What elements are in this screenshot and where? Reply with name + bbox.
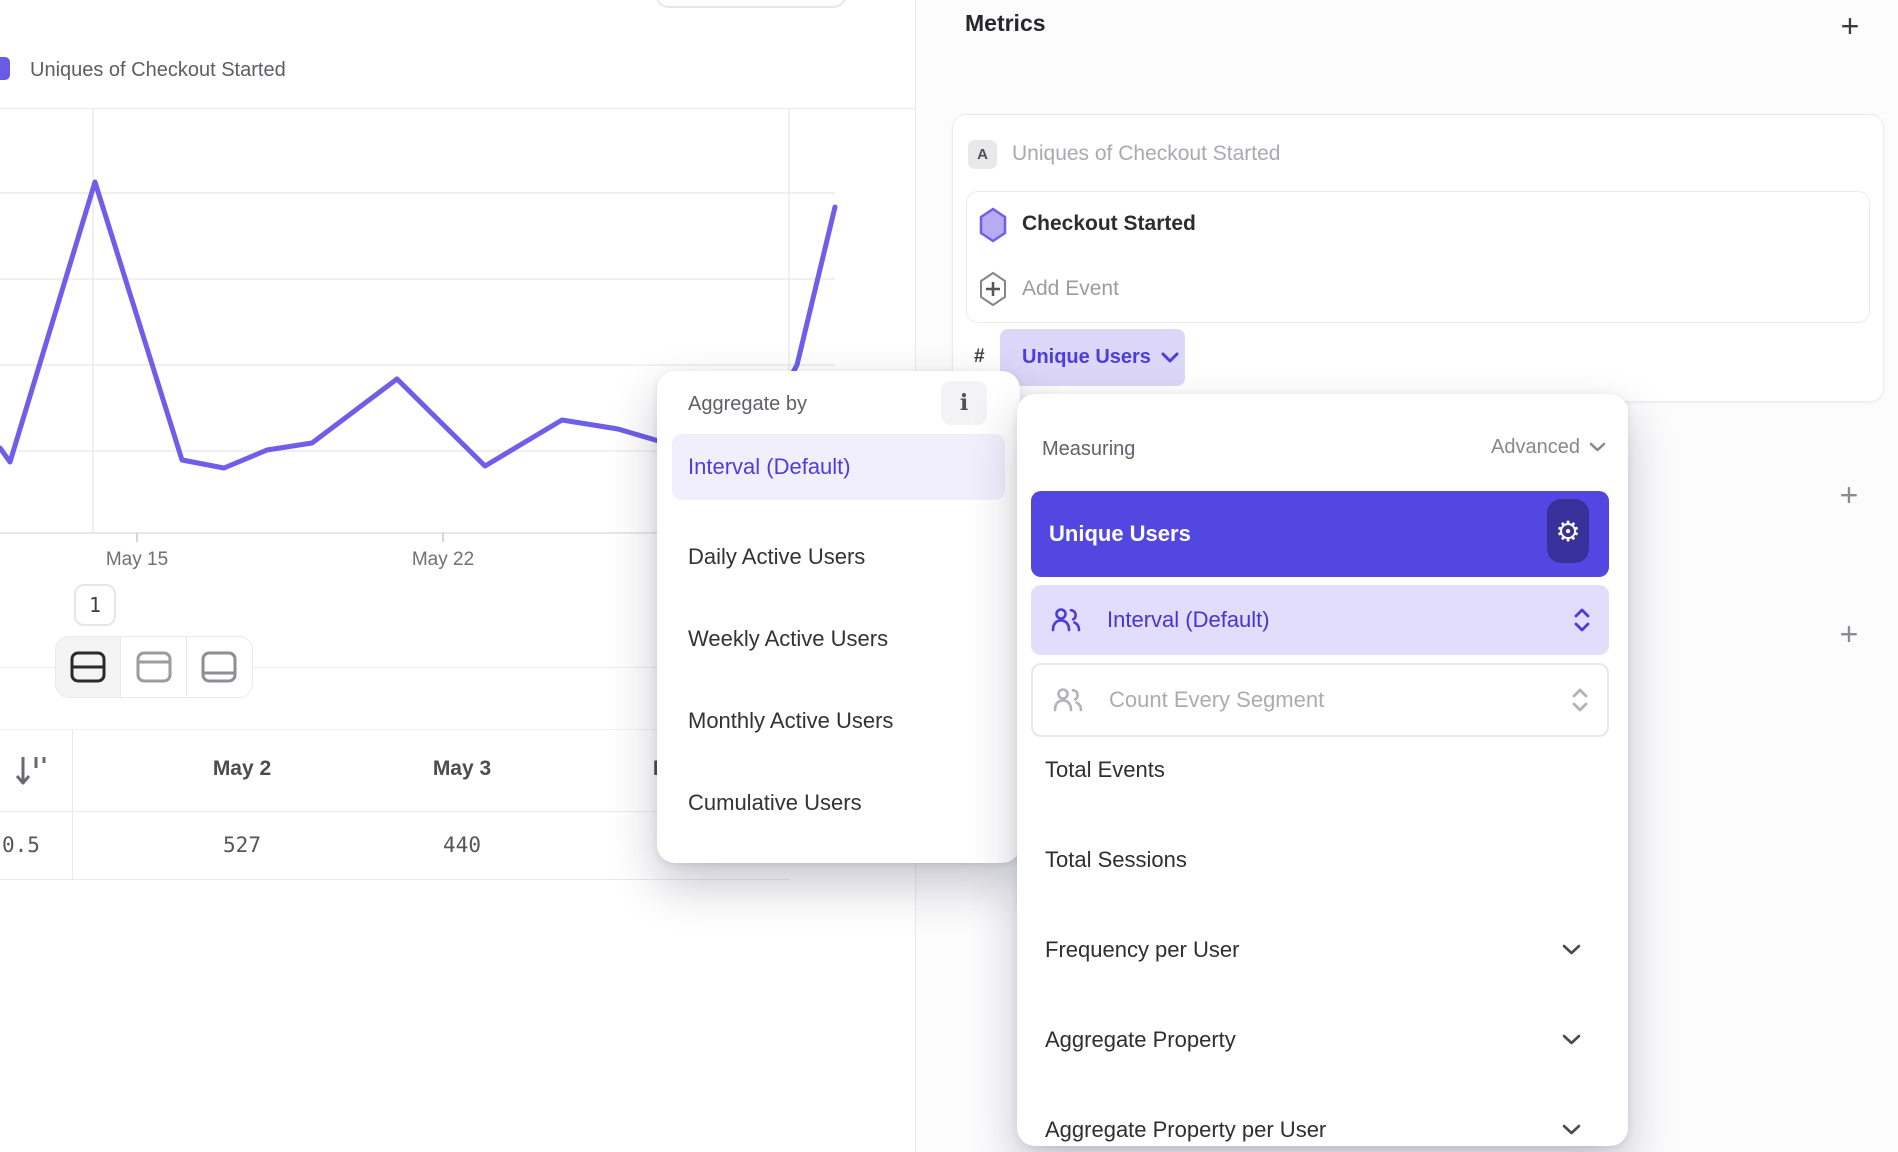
table-column-divider (72, 730, 73, 879)
event-hexagon-icon (979, 207, 1007, 243)
info-icon[interactable]: i (941, 381, 987, 425)
section-divider (0, 667, 55, 668)
add-filter-button[interactable]: + (1839, 477, 1859, 513)
event-box (966, 191, 1870, 323)
interval-dropdown-label: Interval (Default) (1107, 607, 1270, 632)
table-column-header[interactable]: May 2 (212, 757, 272, 780)
chevron-down-icon (1589, 442, 1606, 452)
event-name[interactable]: Checkout Started (1022, 212, 1196, 235)
measuring-popup: Measuring Advanced Unique Users ⚙ Interv… (1017, 394, 1628, 1146)
chevron-down-icon (1562, 1124, 1581, 1135)
legend-series-label: Uniques of Checkout Started (30, 59, 286, 81)
table-border (0, 879, 790, 880)
add-event-hexagon-icon (980, 271, 1006, 307)
table-cell-value: 527 (223, 833, 261, 857)
unfold-icon (1574, 608, 1590, 632)
x-axis-label: May 22 (411, 549, 475, 570)
split-view-icon (70, 651, 106, 683)
chevron-down-icon (1161, 352, 1179, 362)
gear-icon[interactable]: ⚙ (1547, 499, 1589, 563)
measuring-option-label: Frequency per User (1045, 937, 1240, 962)
chevron-down-icon (1562, 944, 1581, 955)
aggregate-by-popup: Aggregate by i Interval (Default) Daily … (657, 371, 1020, 863)
measuring-option-total-sessions[interactable]: Total Sessions (1045, 815, 1605, 905)
aggregate-option-interval-default[interactable]: Interval (Default) (672, 434, 1005, 500)
advanced-dropdown[interactable]: Advanced (1491, 436, 1606, 459)
count-every-segment-label: Count Every Segment (1109, 687, 1325, 712)
measuring-option-total-events[interactable]: Total Events (1045, 725, 1605, 815)
measuring-option-label: Aggregate Property (1045, 1027, 1236, 1052)
measuring-label: Measuring (1042, 438, 1136, 460)
aggregate-option-cumulative-users[interactable]: Cumulative Users (688, 790, 862, 815)
layout-table-top-button[interactable] (121, 637, 187, 697)
count-every-segment-dropdown[interactable]: Count Every Segment (1031, 663, 1609, 737)
measure-dropdown[interactable]: Unique Users (1000, 329, 1185, 386)
section-divider (253, 667, 803, 668)
table-border (0, 811, 790, 812)
measuring-option-aggregate-property[interactable]: Aggregate Property (1045, 995, 1605, 1085)
measuring-option-label: Total Sessions (1045, 847, 1187, 872)
metrics-panel-title: Metrics (965, 10, 1046, 36)
chart-container-border (0, 108, 915, 109)
metric-card-title[interactable]: Uniques of Checkout Started (1012, 142, 1281, 165)
aggregate-option-monthly-active-users[interactable]: Monthly Active Users (688, 708, 894, 733)
sort-rows-icon[interactable] (14, 752, 50, 790)
advanced-dropdown-label: Advanced (1491, 436, 1580, 458)
measuring-option-frequency-per-user[interactable]: Frequency per User (1045, 905, 1605, 995)
measuring-options-list: Total Events Total Sessions Frequency per … (1045, 725, 1605, 1152)
table-row-label: 0.5 (2, 833, 40, 857)
legend-series-swatch (0, 57, 10, 80)
table-border (0, 729, 790, 730)
aggregation-interval-dropdown[interactable]: Interval (Default) (1031, 585, 1609, 655)
aggregate-by-title: Aggregate by (688, 393, 807, 415)
chevron-down-icon (1562, 1034, 1581, 1045)
unique-users-label: Unique Users (1049, 521, 1191, 546)
measuring-option-aggregate-property-per-user[interactable]: Aggregate Property per User (1045, 1085, 1605, 1152)
measuring-option-unique-users-selected[interactable]: Unique Users ⚙ (1031, 491, 1609, 577)
cropped-toolbar-button[interactable] (655, 0, 847, 8)
table-column-header[interactable]: May 3 (432, 757, 492, 780)
table-bottom-icon (201, 651, 237, 683)
aggregate-option-daily-active-users[interactable]: Daily Active Users (688, 544, 866, 569)
x-axis-label: May 15 (105, 549, 169, 570)
users-icon (1053, 688, 1083, 712)
chart-table-layout-toggle (55, 636, 253, 698)
users-icon (1051, 608, 1081, 632)
layout-table-bottom-button[interactable] (186, 637, 252, 697)
aggregate-options-list: Daily Active Users Weekly Active Users Mon… (688, 516, 988, 844)
aggregate-option-weekly-active-users[interactable]: Weekly Active Users (688, 626, 889, 651)
add-breakdown-button[interactable]: + (1839, 616, 1859, 652)
measuring-option-label: Aggregate Property per User (1045, 1117, 1327, 1142)
table-cell-value: 440 (443, 833, 481, 857)
add-event-button[interactable]: Add Event (1022, 277, 1119, 300)
table-top-icon (136, 651, 172, 683)
metric-letter-badge: A (968, 140, 997, 169)
numeric-measure-symbol: # (974, 346, 985, 367)
segment-count-badge[interactable]: 1 (74, 584, 116, 626)
measuring-option-label: Total Events (1045, 757, 1165, 782)
layout-split-view-button[interactable] (56, 637, 122, 697)
measure-dropdown-label: Unique Users (1022, 346, 1151, 368)
unfold-icon (1572, 688, 1588, 712)
add-metric-button[interactable]: + (1840, 8, 1860, 44)
